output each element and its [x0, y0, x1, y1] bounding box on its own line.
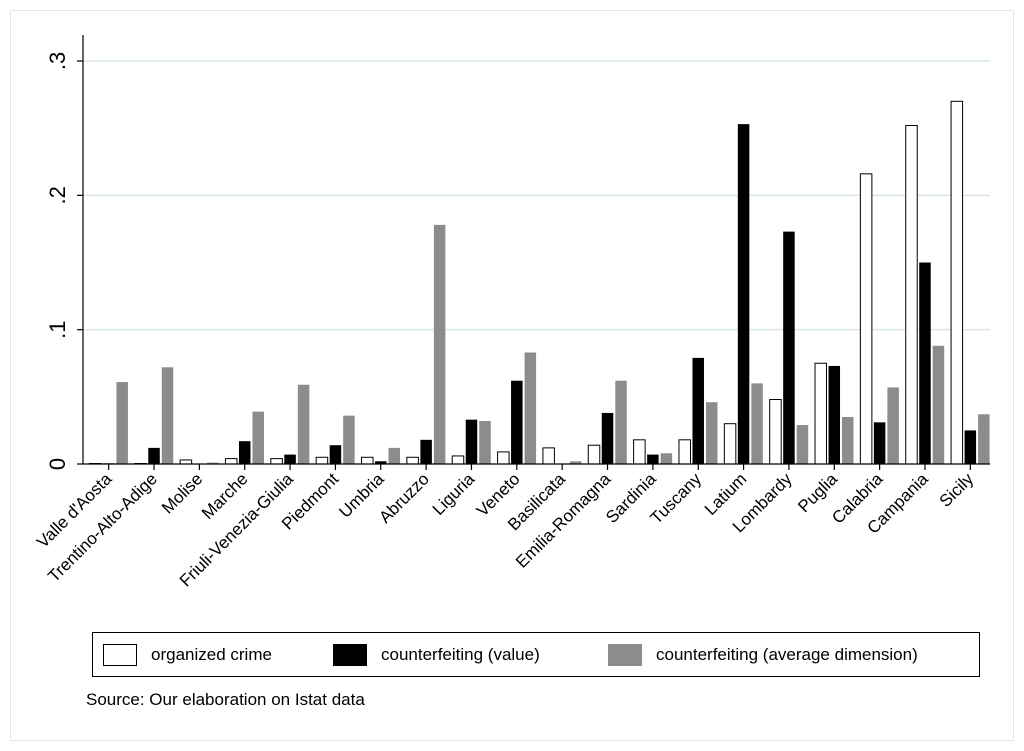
bar — [873, 422, 886, 464]
legend-item-counterfeiting-value: counterfeiting (value) — [333, 643, 540, 667]
bar — [737, 124, 750, 465]
source-note: Source: Our elaboration on Istat data — [86, 690, 365, 709]
bar — [329, 445, 342, 464]
bar — [270, 458, 283, 465]
bar — [783, 231, 795, 464]
gridlines — [83, 60, 990, 331]
bar — [542, 447, 555, 465]
bar — [179, 459, 193, 465]
bar — [887, 387, 899, 464]
y-tick-label: .3 — [45, 52, 70, 70]
legend-item-counterfeiting-average: counterfeiting (average dimension) — [608, 643, 918, 667]
legend-swatch-counterfeiting-average — [608, 644, 642, 666]
bar — [375, 461, 387, 464]
bar — [116, 382, 128, 464]
y-ticks: 0 .1 .2 .3 — [45, 52, 83, 470]
bar — [964, 430, 977, 464]
bar — [796, 425, 809, 464]
bar — [633, 439, 646, 465]
bar — [828, 365, 841, 464]
bar — [511, 380, 523, 464]
bar — [343, 415, 355, 464]
bar — [814, 362, 828, 465]
y-tick-label: .2 — [45, 186, 70, 204]
bar — [587, 444, 601, 465]
legend: organized crime counterfeiting (value) c… — [92, 632, 980, 677]
legend-swatch-organized-crime — [103, 644, 137, 666]
bar — [692, 357, 704, 464]
bar-chart: 0 .1 .2 .3 Valle d'AostaTrentino-Alto-Adige… — [33, 35, 990, 590]
bar — [315, 456, 329, 465]
bar — [660, 453, 673, 464]
legend-label-counterfeiting-value: counterfeiting (value) — [381, 645, 540, 664]
x-tick-label: Tuscany — [647, 469, 706, 528]
bar — [842, 416, 854, 464]
y-tick-label: 0 — [45, 458, 70, 470]
bar — [678, 439, 691, 465]
legend-label-organized-crime: organized crime — [151, 645, 272, 664]
legend-label-counterfeiting-average: counterfeiting (average dimension) — [656, 645, 918, 664]
bar — [433, 224, 446, 464]
bar — [705, 402, 718, 464]
bar — [932, 345, 945, 464]
bar — [978, 414, 990, 464]
x-tick-label: Liguria — [429, 469, 479, 519]
bar — [238, 441, 251, 464]
chart-frame — [10, 10, 1014, 741]
bar — [647, 454, 659, 464]
y-tick-label: .1 — [45, 320, 70, 338]
bar — [859, 173, 873, 465]
bar — [769, 399, 782, 465]
bar — [615, 380, 627, 464]
bar — [905, 124, 918, 465]
bar — [207, 462, 219, 464]
bar — [524, 352, 537, 464]
bar — [950, 100, 964, 465]
bars — [88, 100, 990, 465]
bar — [388, 447, 401, 464]
bar — [284, 454, 296, 464]
bar — [420, 439, 432, 464]
legend-swatch-counterfeiting-value — [333, 644, 367, 666]
bar — [406, 456, 419, 465]
bar — [601, 412, 614, 464]
bar — [465, 419, 478, 464]
bar — [297, 384, 310, 464]
bar — [723, 423, 737, 465]
bar — [919, 262, 931, 464]
bar — [569, 461, 582, 464]
bar — [161, 367, 174, 464]
x-tick-label: Abruzzo — [375, 469, 433, 527]
x-tick-label: Sicily — [936, 469, 978, 511]
bar — [148, 447, 160, 464]
bar — [224, 458, 238, 465]
bar — [361, 456, 374, 465]
bar — [497, 451, 510, 465]
bar — [451, 455, 465, 465]
bar — [479, 421, 491, 464]
legend-item-organized-crime: organized crime — [103, 643, 272, 667]
bar — [252, 411, 264, 464]
x-tick-labels: Valle d'AostaTrentino-Alto-AdigeMoliseMa… — [33, 464, 978, 590]
bar — [751, 383, 763, 464]
axes — [82, 35, 990, 465]
